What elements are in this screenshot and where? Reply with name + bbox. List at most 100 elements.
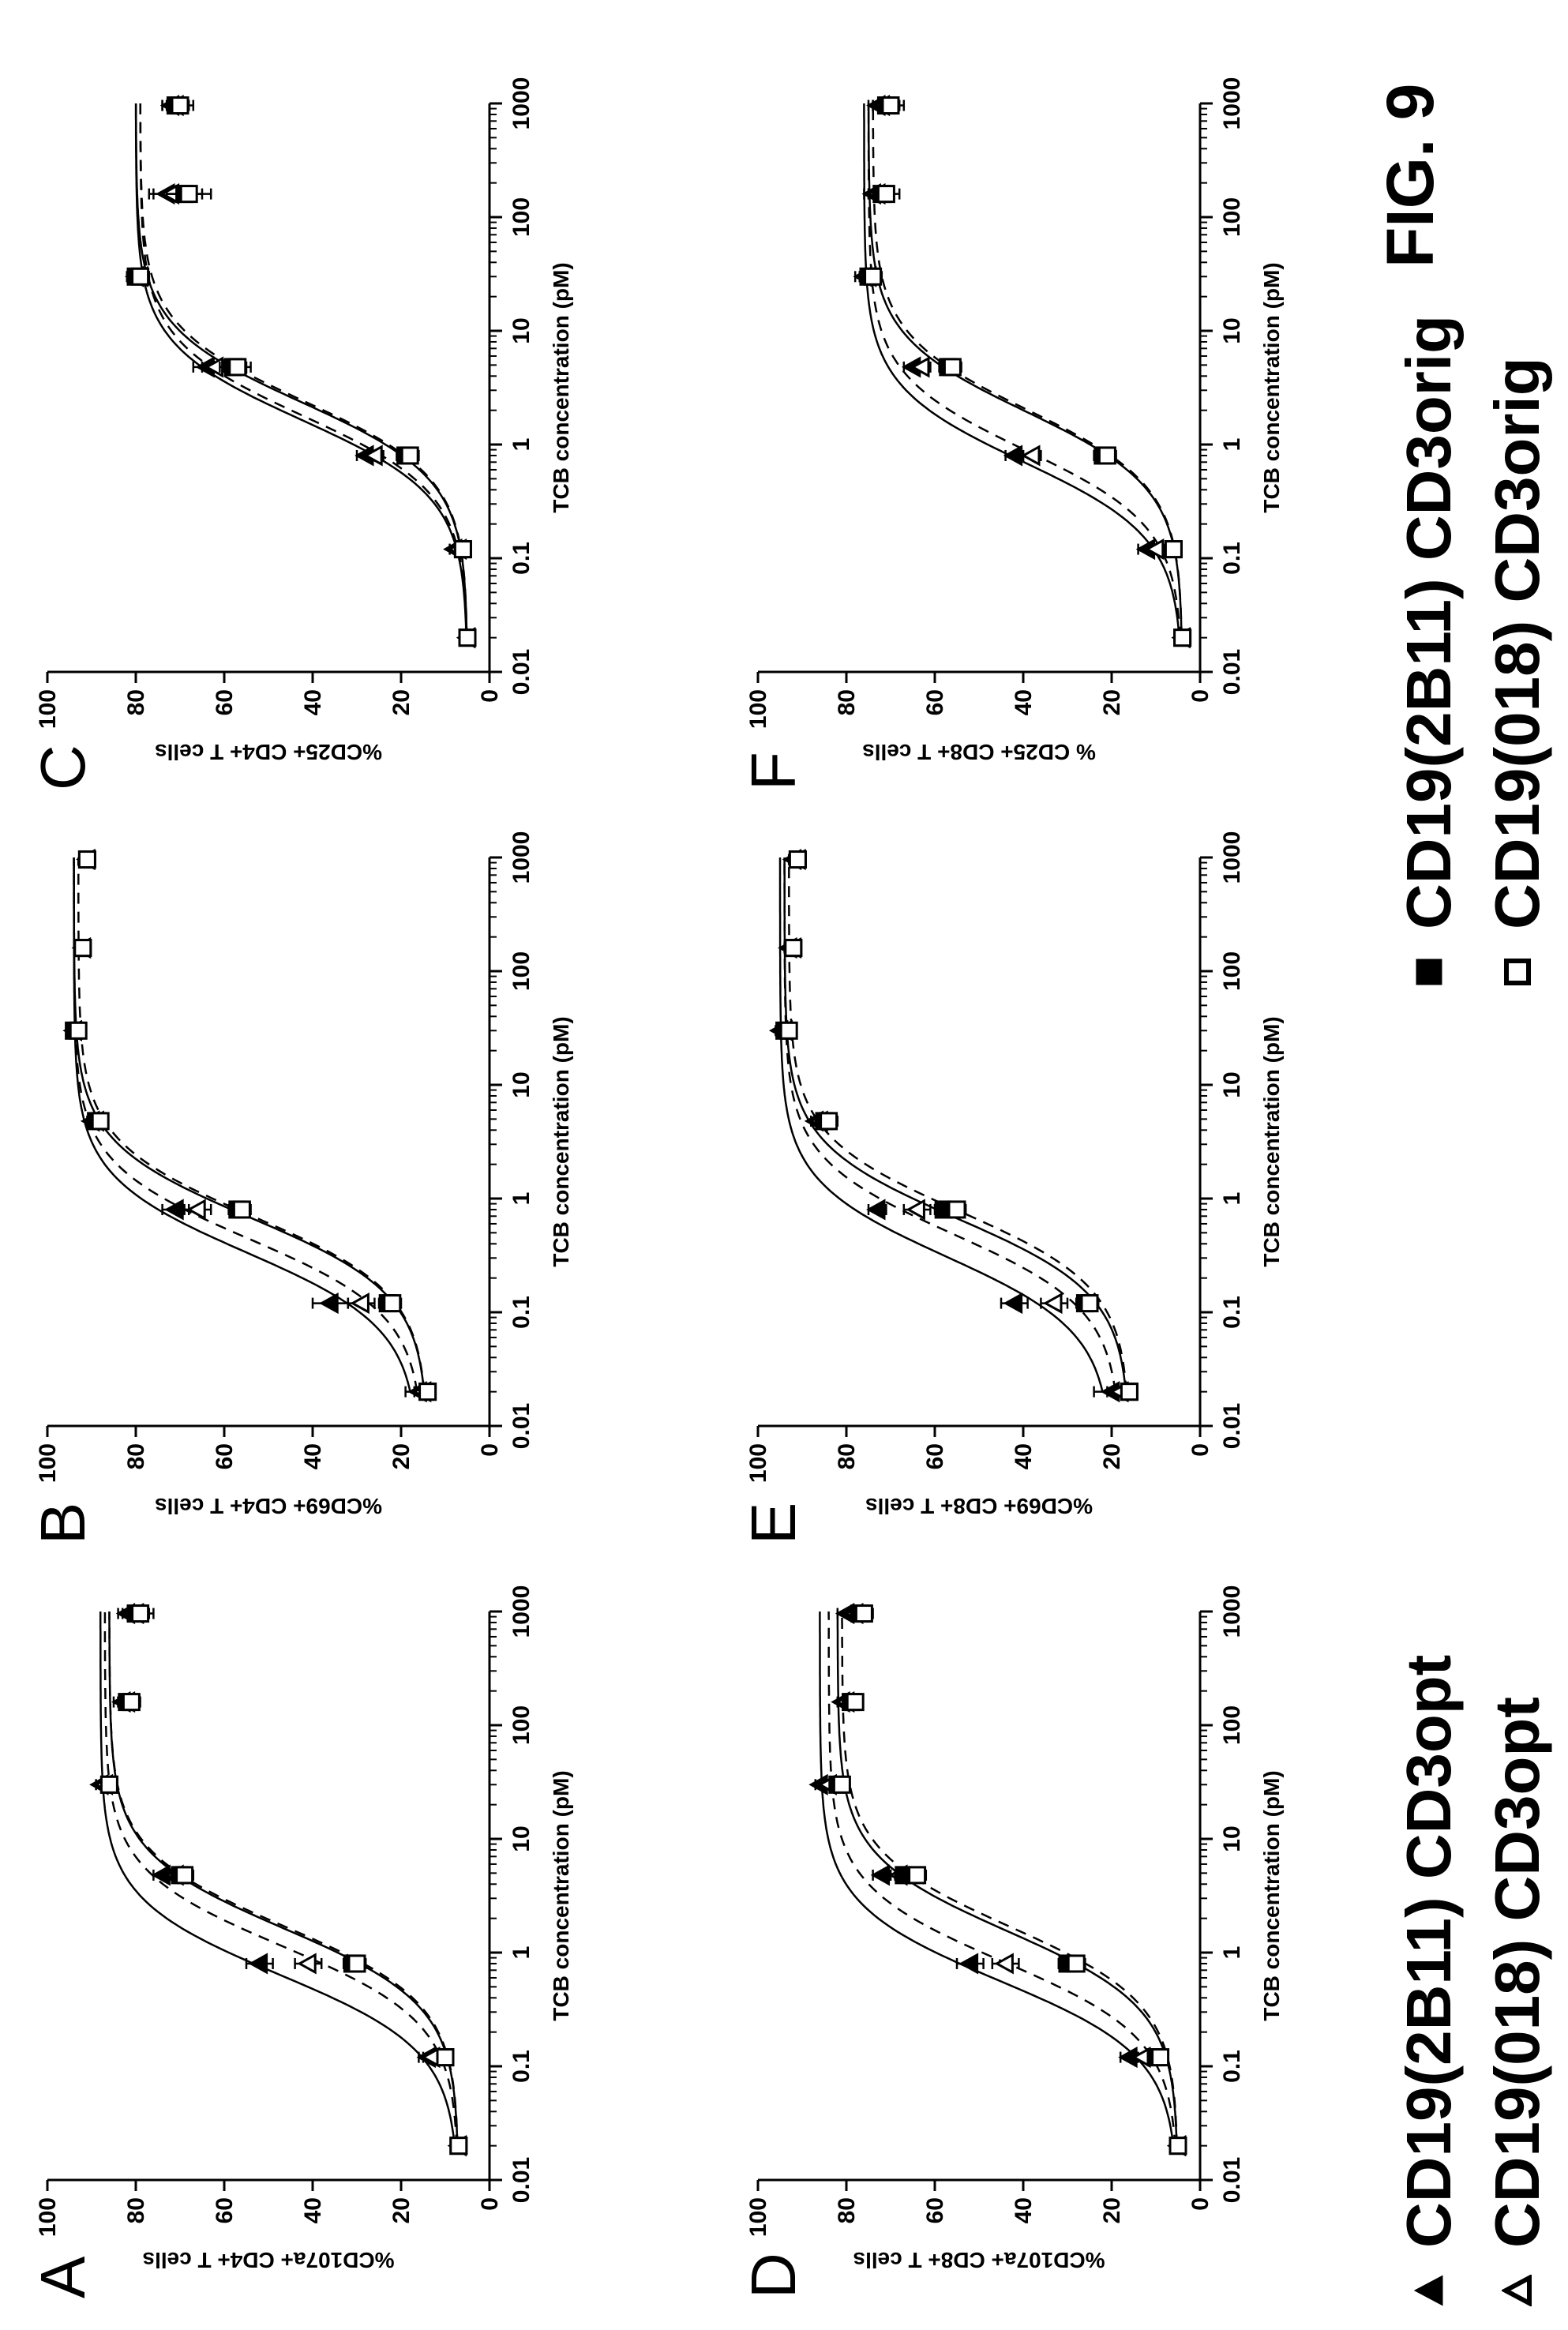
x-tick-label: 1 [508,1946,535,1960]
x-axis-label: TCB concentration (pM) [1259,1016,1284,1266]
y-tick-label: 100 [745,2197,771,2237]
y-tick-label: 40 [1011,2197,1037,2223]
data-point [784,939,803,958]
y-tick-label: 80 [834,689,860,715]
x-tick-label: 0.1 [508,1296,535,1329]
open-square-icon [1504,959,1531,985]
x-tick-label: 0.01 [508,1403,535,1449]
fit-curve [139,103,468,638]
x-tick-label: 0.01 [1219,649,1245,695]
data-point [91,1112,110,1131]
x-tick-label: 100 [508,1705,535,1745]
y-tick-label: 80 [123,689,149,715]
data-point [846,1693,865,1712]
data-point [122,1693,141,1712]
filled-square-icon [1416,959,1442,985]
data-point [164,1199,184,1221]
data-point [69,1021,88,1040]
y-tick-label: 20 [1099,689,1125,715]
y-tick-label: 0 [477,689,503,703]
data-point [449,2137,468,2156]
data-point [1120,1383,1138,1401]
chart-e: 0 20 40 60 80 100 0.01 0.1 1 10 100 1000 TCB concent… [745,831,1284,1518]
legend-entry: CD19(018) CD3opt [1481,1697,1554,2306]
data-point [350,1293,369,1315]
x-tick-label: 1000 [1219,831,1245,884]
data-point [943,358,962,377]
data-point [854,1604,873,1623]
y-axis-label: %CD107a+ CD4+ T cells [142,2248,394,2272]
x-tick-label: 10 [1219,317,1245,343]
data-point [99,1775,118,1794]
y-tick-label: 40 [300,689,326,715]
y-tick-label: 60 [212,2197,238,2223]
data-point [908,1866,927,1885]
data-point [947,1200,966,1219]
fit-curve [841,1611,1178,2146]
y-tick-label: 80 [123,2197,149,2223]
x-axis-label: TCB concentration (pM) [549,1016,573,1266]
legend-label: CD19(2B11) CD3opt [1394,1654,1464,2248]
x-tick-label: 0.01 [1219,2157,1245,2203]
y-tick-label: 80 [834,2197,860,2223]
chart-c: 0 20 40 60 80 100 0.01 0.1 1 10 100 1000 TCB concent… [35,77,573,764]
data-point [1144,538,1165,561]
y-axis-label: %CD25+ CD4+ T cells [155,740,382,764]
data-point [1151,2048,1170,2067]
y-tick-label: 20 [388,689,415,715]
y-tick-label: 100 [35,689,61,729]
y-tick-label: 100 [745,1443,771,1483]
x-axis-label: TCB concentration (pM) [1259,262,1284,512]
x-tick-label: 100 [508,951,535,991]
chart-d: 0 20 40 60 80 100 0.01 0.1 1 10 100 1000 TCB concent… [745,1585,1284,2272]
data-point [1003,445,1023,467]
x-tick-label: 1000 [1219,1585,1245,1638]
y-tick-label: 80 [834,1443,860,1469]
data-point [1003,1293,1023,1315]
data-point [1164,540,1183,559]
data-point [175,1866,194,1885]
data-point [400,446,419,465]
legend-label: CD19(018) CD3orig [1482,357,1552,929]
data-point [458,628,477,647]
data-point [870,1864,891,1886]
x-tick-label: 0.1 [508,2050,535,2083]
data-point [958,1953,979,1975]
data-point [1080,1294,1099,1313]
y-tick-label: 40 [300,1443,326,1469]
fit-curve [778,857,1104,1392]
fit-curve [73,857,411,1392]
x-tick-label: 100 [1219,1705,1245,1745]
y-axis-label: %CD69+ CD8+ T cells [865,1494,1093,1518]
data-point [363,445,383,467]
y-axis-label: %CD69+ CD4+ T cells [155,1494,382,1518]
data-point [779,1021,798,1040]
y-tick-label: 20 [1099,1443,1125,1469]
legend-label: CD19(018) CD3opt [1482,1697,1552,2248]
x-tick-label: 1 [1219,1192,1245,1206]
data-point [906,1199,925,1221]
filled-triangle-icon [1413,2275,1443,2306]
y-tick-label: 20 [388,1443,415,1469]
x-tick-label: 1 [1219,438,1245,452]
data-point [994,1953,1014,1975]
data-point [866,1199,886,1221]
legend-entry: CD19(018) CD3orig [1481,357,1554,988]
x-tick-label: 0.1 [1219,1296,1245,1329]
data-point [232,1200,251,1219]
data-point [418,1383,437,1401]
x-tick-label: 1 [508,438,535,452]
legend-label: CD19(2B11) CD3orig [1394,314,1464,929]
x-tick-label: 10 [1219,1071,1245,1097]
data-point [131,267,150,286]
y-tick-label: 40 [1011,1443,1037,1469]
y-tick-label: 0 [1187,1443,1214,1457]
data-point [347,1954,366,1973]
y-tick-label: 60 [922,1443,948,1469]
data-point [186,1199,206,1221]
data-point [228,358,247,377]
data-point [383,1294,402,1313]
legend-entry: CD19(2B11) CD3orig [1393,315,1465,988]
y-tick-label: 100 [745,689,771,729]
y-tick-label: 40 [1011,689,1037,715]
